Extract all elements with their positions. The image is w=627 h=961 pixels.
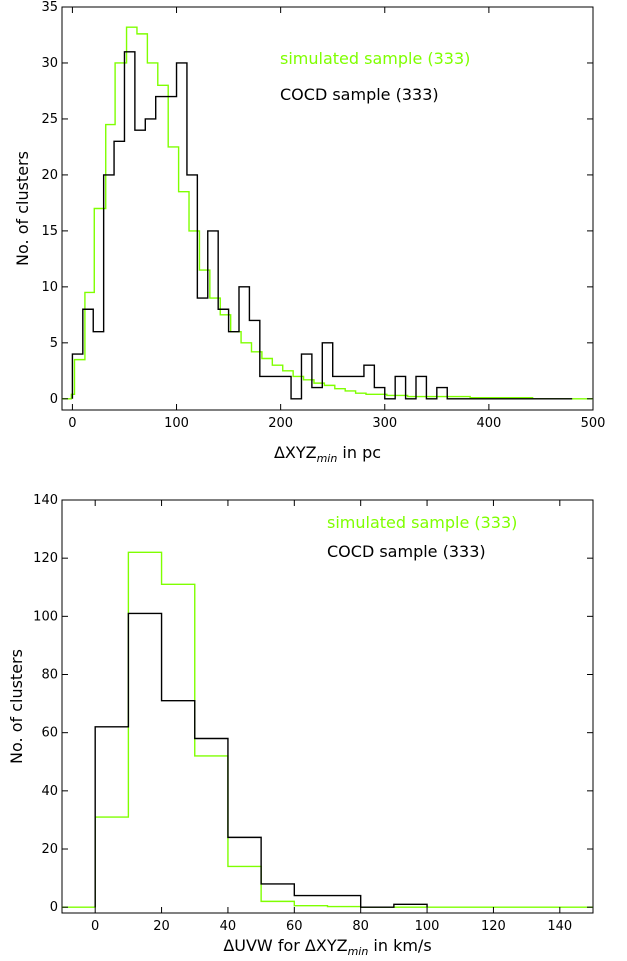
bottom-x-tick-label: 20 <box>153 919 170 934</box>
top-legend-cocd: COCD sample (333) <box>280 85 439 104</box>
top-y-tick-label: 35 <box>41 0 58 15</box>
top-x-tick-label: 200 <box>268 416 293 431</box>
top-series-cocd-line <box>71 51 573 400</box>
top-x-tick-label: 400 <box>476 416 501 431</box>
top-x-axis-title: ΔXYZmin in pc <box>274 443 381 465</box>
top-x-axis-title-subscript: min <box>317 452 338 465</box>
top-y-tick-label: 30 <box>41 56 58 71</box>
top-y-axis-title: No. of clusters <box>13 151 32 266</box>
top-ticks-group: 0 100 200 300 400 500 0 5 10 15 20 25 30 35 <box>41 0 605 431</box>
top-legend-simulated: simulated sample (333) <box>280 49 470 68</box>
top-x-axis-title-main: ΔXYZ <box>274 443 317 462</box>
top-x-tick-label: 0 <box>68 416 76 431</box>
bottom-y-tick-label: 100 <box>33 609 58 624</box>
bottom-y-tick-label: 0 <box>50 900 58 915</box>
top-plot-frame <box>61 6 594 411</box>
top-y-tick-label: 20 <box>41 168 58 183</box>
bottom-y-tick-label: 140 <box>33 493 58 508</box>
bottom-x-tick-label: 100 <box>415 919 440 934</box>
bottom-x-axis-title-suffix: in km/s <box>368 936 431 955</box>
bottom-x-axis-title-subscript: min <box>348 945 369 958</box>
top-y-tick-label: 25 <box>41 112 58 127</box>
bottom-y-tick-label: 60 <box>41 726 58 741</box>
top-x-tick-label: 100 <box>164 416 189 431</box>
top-y-tick-label: 5 <box>50 336 58 351</box>
top-y-tick-label: 0 <box>50 392 58 407</box>
bottom-x-tick-label: 140 <box>547 919 572 934</box>
bottom-y-tick-label: 80 <box>41 668 58 683</box>
bottom-y-tick-label: 40 <box>41 784 58 799</box>
top-y-tick-label: 15 <box>41 224 58 239</box>
bottom-series-simulated-line <box>62 551 593 908</box>
bottom-x-tick-label: 40 <box>220 919 237 934</box>
bottom-x-tick-label: 60 <box>286 919 303 934</box>
top-x-tick-label: 500 <box>581 416 606 431</box>
bottom-series-cocd-line <box>94 612 428 908</box>
bottom-histogram-panel: 0 20 40 60 80 100 120 140 0 20 40 60 80 100 120 140 ΔUV… <box>7 493 594 958</box>
top-histogram-panel: 0 100 200 300 400 500 0 5 10 15 20 25 30 35 ΔXYZmin i… <box>13 0 605 465</box>
bottom-plot-frame <box>61 499 594 914</box>
top-x-tick-label: 300 <box>372 416 397 431</box>
bottom-legend-simulated: simulated sample (333) <box>327 513 517 532</box>
bottom-y-tick-label: 120 <box>33 551 58 566</box>
bottom-ticks-group: 0 20 40 60 80 100 120 140 0 20 40 60 80 100 120 140 <box>33 493 593 934</box>
bottom-x-tick-label: 0 <box>91 919 99 934</box>
bottom-x-axis-title: ΔUVW for ΔXYZmin in km/s <box>223 936 431 958</box>
bottom-x-tick-label: 120 <box>481 919 506 934</box>
bottom-y-axis-title: No. of clusters <box>7 649 26 764</box>
bottom-x-axis-title-main: ΔUVW for ΔXYZ <box>223 936 347 955</box>
top-series-group <box>62 26 593 400</box>
top-x-axis-title-suffix: in pc <box>337 443 381 462</box>
bottom-y-tick-label: 20 <box>41 842 58 857</box>
top-y-tick-label: 10 <box>41 280 58 295</box>
bottom-series-group <box>62 551 593 908</box>
bottom-legend-cocd: COCD sample (333) <box>327 542 486 561</box>
bottom-x-tick-label: 80 <box>352 919 369 934</box>
